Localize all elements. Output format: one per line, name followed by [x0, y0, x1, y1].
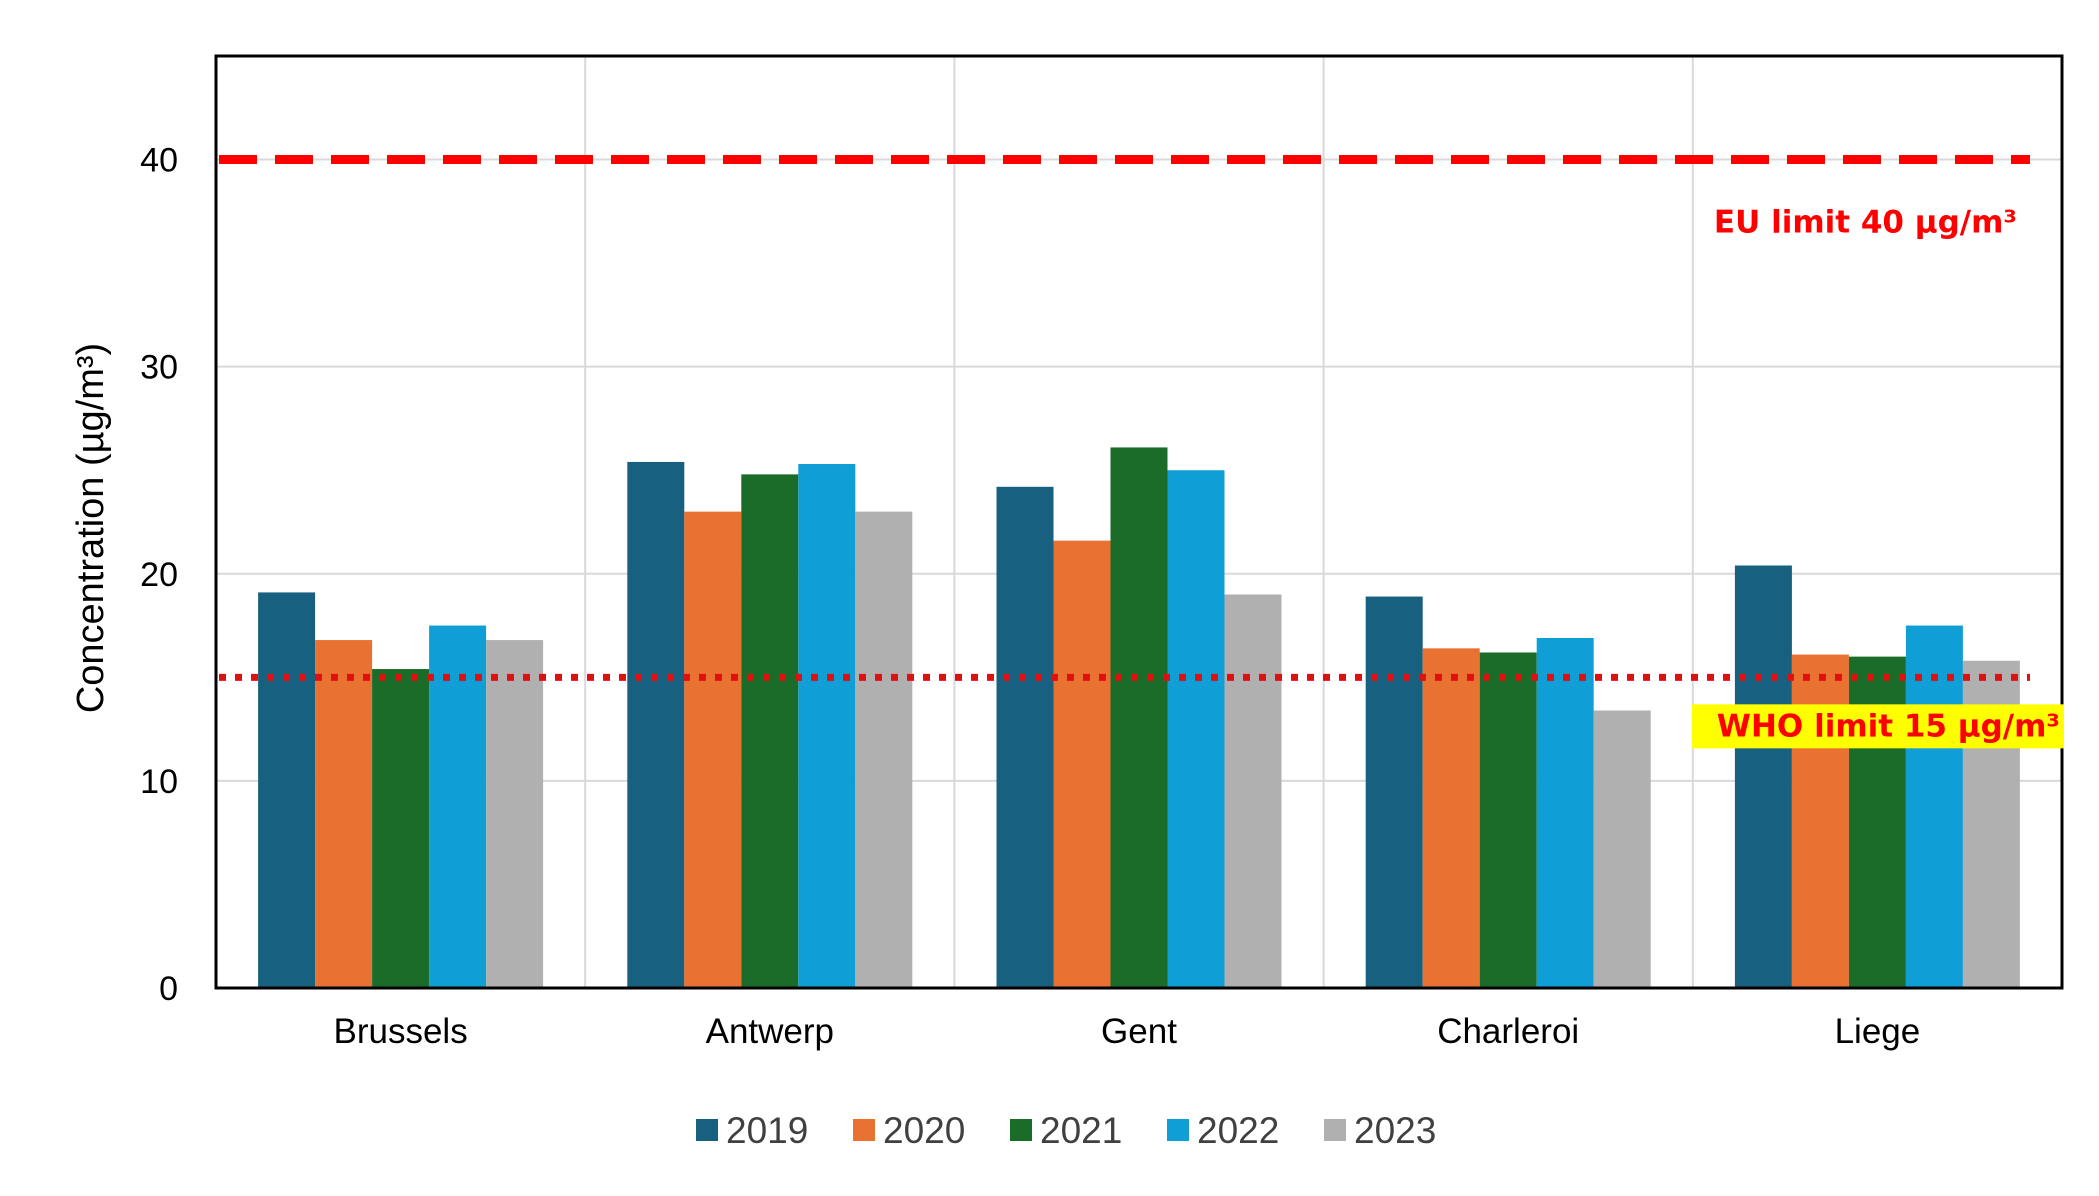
- plot-frame: [214, 54, 2064, 990]
- bar-charleroi-2020: [1422, 648, 1480, 988]
- bars: [258, 447, 2020, 989]
- bar-charleroi-2021: [1479, 652, 1537, 988]
- x-axis-categories: Brussels Antwerp Gent Charleroi Liege: [333, 1012, 1920, 1051]
- category-label-gent: Gent: [1101, 1012, 1177, 1051]
- bar-charleroi-2019: [1365, 596, 1423, 988]
- y-axis-label: Concentration (µg/m³): [70, 343, 112, 713]
- bar-charleroi-2023: [1593, 710, 1651, 988]
- who-limit-highlight: [1692, 704, 2064, 749]
- bar-gent-2022: [1167, 470, 1225, 988]
- legend-label-2022: 2022: [1197, 1110, 1279, 1151]
- bar-brussels-2022: [429, 625, 487, 988]
- y-tick-label: 0: [159, 970, 178, 1008]
- reference-lines: EU limit 40 µg/m³ WHO limit 15 µg/m³: [219, 155, 2064, 749]
- bar-gent-2021: [1110, 447, 1168, 988]
- bar-liege-2019: [1734, 565, 1792, 988]
- bar-antwerp-2021: [741, 474, 799, 988]
- y-tick-label: 20: [140, 556, 178, 594]
- bar-gent-2020: [1053, 540, 1111, 988]
- bar-brussels-2021: [372, 669, 430, 988]
- category-label-brussels: Brussels: [333, 1012, 467, 1051]
- bar-gent-2019: [996, 486, 1054, 988]
- who-limit-label: WHO limit 15 µg/m³: [1717, 708, 2060, 744]
- bar-antwerp-2022: [798, 464, 856, 988]
- category-label-liege: Liege: [1835, 1012, 1921, 1051]
- legend-swatch-2023: [1324, 1119, 1346, 1141]
- bar-gent-2023: [1224, 594, 1282, 988]
- legend-swatch-2019: [696, 1119, 718, 1141]
- y-tick-label: 40: [140, 142, 178, 180]
- legend-swatch-2021: [1010, 1119, 1032, 1141]
- y-tick-label: 30: [140, 349, 178, 387]
- bar-brussels-2023: [486, 640, 544, 988]
- y-tick-label: 10: [140, 763, 178, 801]
- legend-swatch-2020: [853, 1119, 875, 1141]
- bar-brussels-2019: [258, 592, 316, 988]
- legend-label-2020: 2020: [883, 1110, 965, 1151]
- y-axis-ticks: 0 10 20 30 40: [140, 142, 178, 1008]
- bar-brussels-2020: [315, 640, 373, 988]
- legend-label-2021: 2021: [1040, 1110, 1122, 1151]
- bar-antwerp-2019: [627, 461, 685, 989]
- bar-charleroi-2022: [1536, 637, 1594, 988]
- bar-liege-2022: [1905, 625, 1963, 988]
- category-label-antwerp: Antwerp: [706, 1012, 834, 1051]
- eu-limit-label: EU limit 40 µg/m³: [1714, 205, 2017, 241]
- category-label-charleroi: Charleroi: [1437, 1012, 1579, 1051]
- legend-label-2023: 2023: [1354, 1110, 1436, 1151]
- bar-antwerp-2020: [684, 511, 742, 988]
- bar-antwerp-2023: [855, 511, 913, 988]
- legend-swatch-2022: [1167, 1119, 1189, 1141]
- legend: 2019 2020 2021 2022 2023: [696, 1110, 1436, 1151]
- legend-label-2019: 2019: [726, 1110, 808, 1151]
